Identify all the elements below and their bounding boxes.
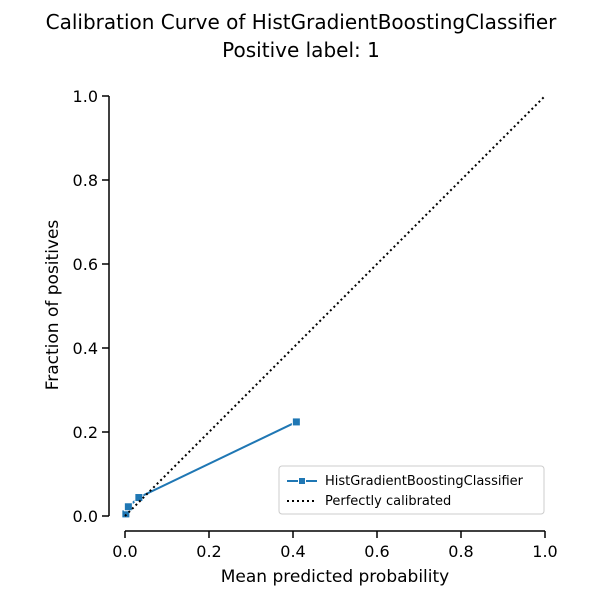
data-point [291,417,301,427]
y-tick-label: 0.0 [73,507,98,526]
legend-frame [278,465,545,515]
y-tick-label: 0.6 [73,255,98,274]
data-point [134,493,144,503]
legend-label-histgradientboostingclassifier: HistGradientBoostingClassifier [325,474,524,489]
plot-area [121,95,546,519]
axes: 0.0 0.2 0.4 0.6 0.8 1.0 0.0 0.2 0.4 0.6 0.8 1.0 [73,87,558,561]
y-axis-label: Fraction of positives [43,220,63,391]
legend: HistGradientBoostingClassifier Perfectly… [278,465,545,515]
y-tick-label: 1.0 [73,87,98,106]
x-axis-label: Mean predicted probability [221,567,449,587]
y-tick-label: 0.2 [73,423,98,442]
x-tick-label: 0.8 [448,542,473,561]
chart-title: Calibration Curve of HistGradientBoostin… [46,10,558,34]
x-tick-label: 0.0 [112,542,137,561]
series-line-histgradientboostingclassifier [124,421,297,515]
data-point [123,502,133,512]
y-tick-label: 0.8 [73,171,98,190]
y-tick-label: 0.4 [73,339,98,358]
legend-label-perfectly-calibrated: Perfectly calibrated [325,494,451,509]
chart-subtitle: Positive label: 1 [222,38,380,62]
series-line-perfectly-calibrated [124,95,546,517]
legend-marker-histgradientboostingclassifier [298,477,306,485]
x-tick-label: 0.4 [280,542,305,561]
x-tick-label: 0.2 [196,542,221,561]
x-tick-label: 1.0 [532,542,557,561]
x-tick-label: 0.6 [364,542,389,561]
